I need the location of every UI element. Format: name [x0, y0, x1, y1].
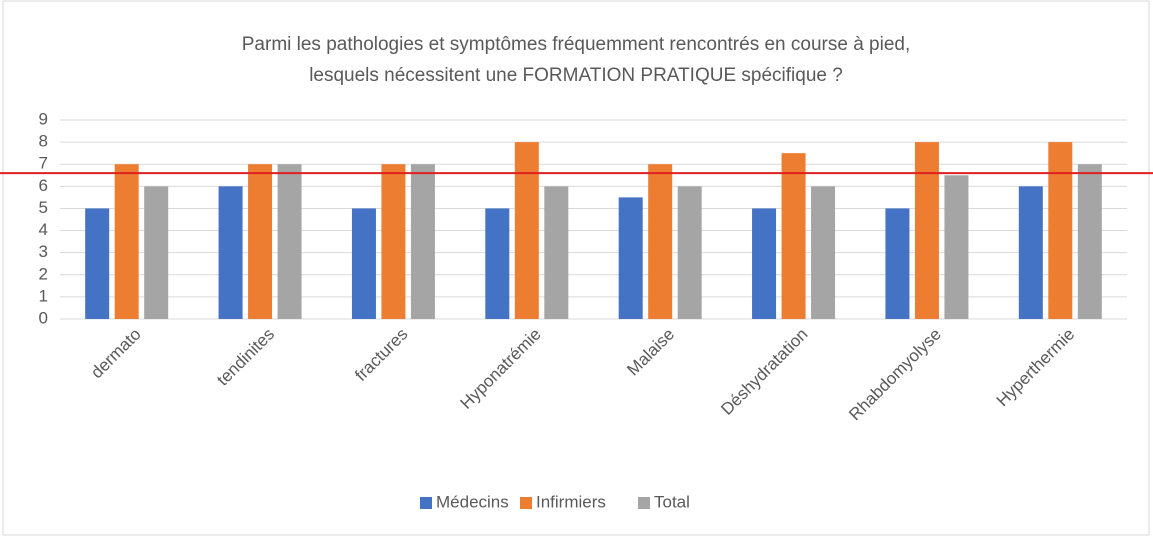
bar	[351, 208, 376, 319]
bar	[248, 164, 273, 319]
chart-title: Parmi les pathologies et symptômes fréqu…	[242, 34, 911, 55]
y-tick-label: 8	[39, 132, 48, 151]
y-tick-label: 3	[39, 242, 48, 261]
legend-label: Médecins	[436, 492, 509, 511]
bar	[944, 175, 969, 319]
bar	[648, 164, 673, 319]
bar	[677, 186, 702, 319]
y-tick-label: 0	[39, 308, 48, 327]
bar	[144, 186, 169, 319]
legend-swatch	[638, 497, 650, 509]
bar	[811, 186, 836, 319]
legend-label: Infirmiers	[536, 492, 606, 511]
y-tick-label: 7	[39, 154, 48, 173]
bar	[618, 197, 643, 319]
y-tick-label: 1	[39, 286, 48, 305]
legend-label: Total	[654, 492, 690, 511]
bar	[752, 208, 777, 319]
bar	[114, 164, 139, 319]
y-tick-label: 5	[39, 198, 48, 217]
legend-swatch	[520, 497, 532, 509]
bar	[410, 164, 435, 319]
bar	[1077, 164, 1102, 319]
bar	[1018, 186, 1043, 319]
bar	[914, 142, 939, 319]
bar	[1048, 142, 1073, 319]
bar	[885, 208, 910, 319]
bar	[277, 164, 302, 319]
bar	[485, 208, 510, 319]
bar	[381, 164, 406, 319]
bar	[218, 186, 243, 319]
y-tick-label: 4	[39, 220, 48, 239]
bar	[544, 186, 569, 319]
bar	[514, 142, 539, 319]
y-tick-label: 6	[39, 176, 48, 195]
bar	[781, 153, 806, 319]
y-tick-label: 2	[39, 264, 48, 283]
y-tick-label: 9	[39, 109, 48, 128]
bar	[85, 208, 110, 319]
legend-swatch	[420, 497, 432, 509]
chart-title: lesquels nécessitent une FORMATION PRATI…	[309, 65, 843, 86]
